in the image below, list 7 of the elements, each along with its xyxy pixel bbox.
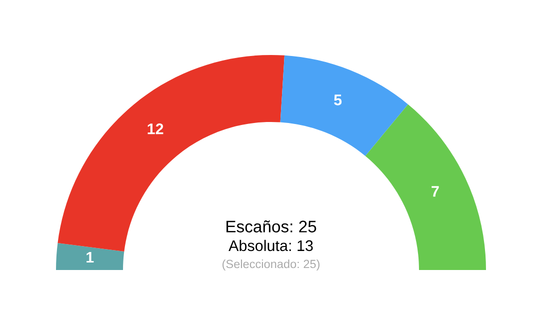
data-label: 1 [86,252,94,263]
data-label: 12 [148,123,164,134]
text: (Seleccionado: 25) [222,259,320,270]
text: Escaños: 25 [226,220,316,232]
data-label: 7 [432,186,439,197]
text: Absoluta: 13 [228,240,313,252]
data-label: 5 [334,94,342,106]
